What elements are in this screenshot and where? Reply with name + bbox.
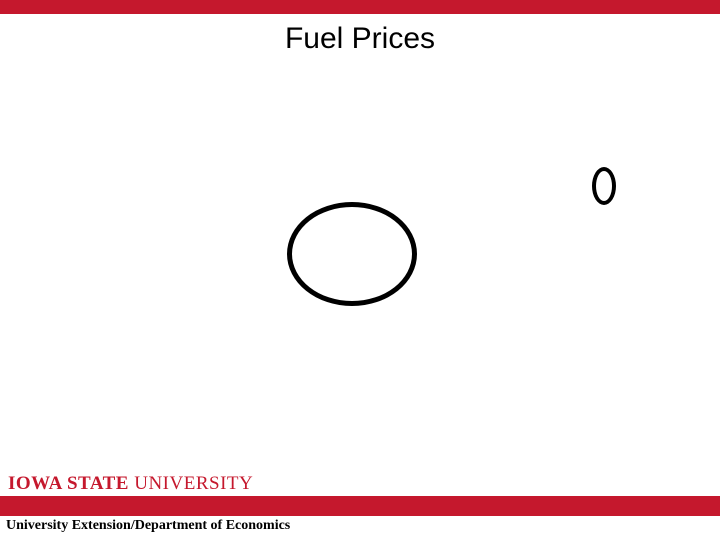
logo-bold-text: IOWA STATE (8, 473, 129, 494)
logo-regular-text: UNIVERSITY (129, 473, 253, 494)
slide-title: Fuel Prices (0, 22, 720, 56)
bottom-accent-bar (0, 496, 720, 516)
top-accent-bar (0, 0, 720, 14)
large-ellipse-shape (287, 202, 417, 306)
university-logo: IOWA STATE UNIVERSITY (8, 473, 253, 495)
small-ellipse-shape (592, 167, 616, 205)
footer-department-text: University Extension/Department of Econo… (6, 518, 290, 534)
